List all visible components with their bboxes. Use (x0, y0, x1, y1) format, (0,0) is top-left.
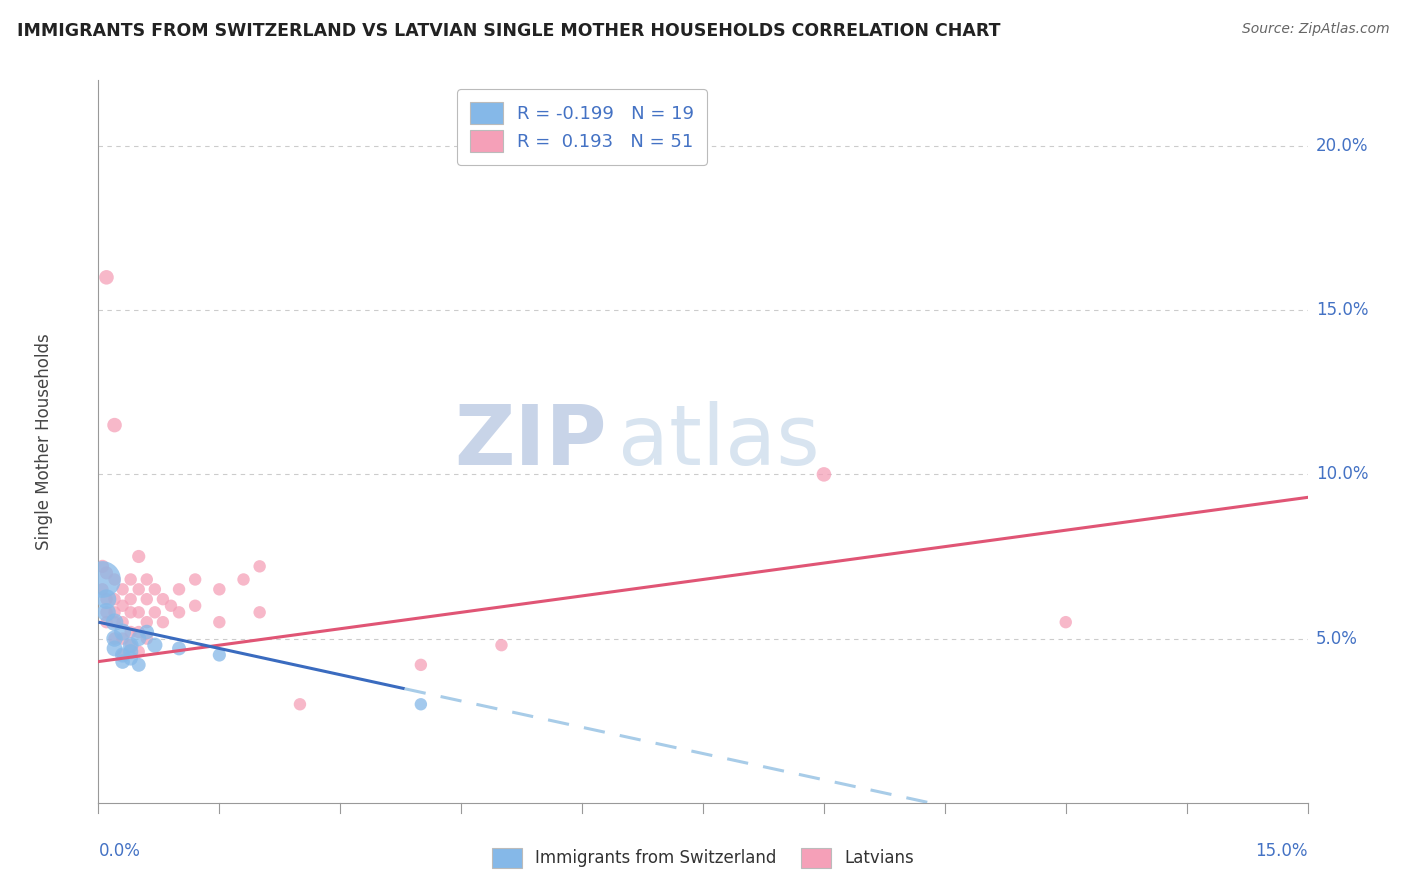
Point (103, 641, 125, 656)
Point (409, 657, 432, 672)
Text: ZIP: ZIP (454, 401, 606, 482)
Point (111, 599, 134, 613)
Point (249, 605, 271, 619)
Text: Source: ZipAtlas.com: Source: ZipAtlas.com (1241, 22, 1389, 37)
Point (152, 615, 174, 630)
Text: 15.0%: 15.0% (1316, 301, 1368, 319)
Point (135, 592, 157, 607)
Point (1054, 615, 1077, 630)
Point (128, 605, 150, 619)
Point (167, 582, 190, 597)
Point (103, 615, 125, 630)
Point (120, 573, 142, 587)
Text: 10.0%: 10.0% (1316, 466, 1368, 483)
Point (128, 582, 150, 597)
Point (103, 418, 125, 433)
Point (96, 592, 118, 607)
Point (128, 645, 150, 659)
Point (96, 605, 118, 619)
Point (167, 641, 190, 656)
Point (813, 467, 835, 482)
Text: 15.0%: 15.0% (1256, 842, 1308, 860)
Point (96, 592, 118, 607)
Point (143, 582, 166, 597)
Point (409, 698, 432, 712)
Text: Single Mother Households: Single Mother Households (35, 334, 53, 549)
Point (91, 573, 114, 587)
Point (111, 615, 134, 630)
Point (128, 657, 150, 672)
Point (91, 559, 114, 574)
Point (160, 599, 183, 613)
Point (249, 559, 271, 574)
Point (208, 615, 231, 630)
Point (96, 615, 118, 630)
Point (232, 573, 254, 587)
Point (135, 625, 157, 640)
Point (120, 638, 142, 652)
Point (491, 638, 513, 652)
Point (120, 605, 142, 619)
Point (120, 645, 142, 659)
Point (120, 651, 142, 665)
Point (96, 605, 118, 619)
Point (128, 549, 150, 564)
Point (288, 698, 311, 712)
Text: atlas: atlas (619, 401, 820, 482)
Point (111, 648, 134, 662)
Point (143, 638, 166, 652)
Point (103, 632, 125, 646)
Point (111, 582, 134, 597)
Point (103, 615, 125, 630)
Point (111, 648, 134, 662)
Point (96, 566, 118, 580)
Point (91, 582, 114, 597)
Point (184, 599, 207, 613)
Text: 20.0%: 20.0% (1316, 137, 1368, 155)
Point (111, 632, 134, 646)
Point (111, 625, 134, 640)
Legend: Immigrants from Switzerland, Latvians: Immigrants from Switzerland, Latvians (485, 841, 921, 875)
Point (135, 632, 157, 646)
Point (120, 638, 142, 652)
Point (143, 605, 166, 619)
Point (103, 573, 125, 587)
Point (167, 605, 190, 619)
Text: IMMIGRANTS FROM SWITZERLAND VS LATVIAN SINGLE MOTHER HOUSEHOLDS CORRELATION CHAR: IMMIGRANTS FROM SWITZERLAND VS LATVIAN S… (17, 22, 1001, 40)
Point (103, 632, 125, 646)
Point (120, 625, 142, 640)
Text: 5.0%: 5.0% (1316, 630, 1358, 648)
Text: 0.0%: 0.0% (98, 842, 141, 860)
Point (152, 592, 174, 607)
Point (111, 655, 134, 669)
Point (128, 625, 150, 640)
Point (208, 648, 231, 662)
Point (184, 573, 207, 587)
Point (120, 592, 142, 607)
Point (135, 615, 157, 630)
Point (208, 582, 231, 597)
Point (135, 573, 157, 587)
Legend: R = -0.199   N = 19, R =  0.193   N = 51: R = -0.199 N = 19, R = 0.193 N = 51 (457, 89, 707, 165)
Point (103, 605, 125, 619)
Point (103, 592, 125, 607)
Point (96, 270, 118, 285)
Point (128, 632, 150, 646)
